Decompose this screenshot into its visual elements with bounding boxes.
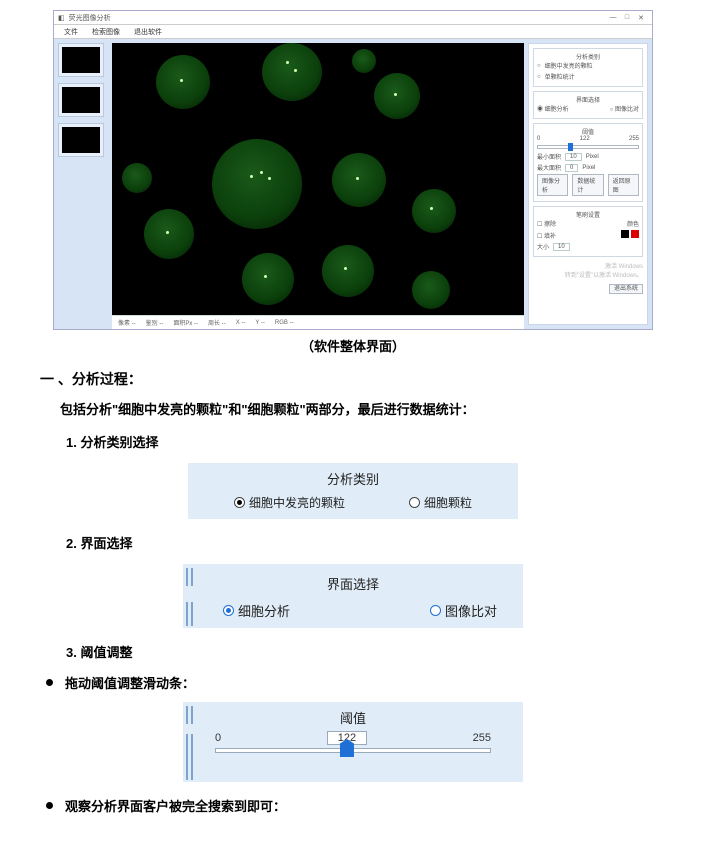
app-window: ◧ 荧光图像分析 — □ ✕ 文件 检索图像 退出软件 (53, 10, 653, 330)
radio-label: 细胞颗粒 (424, 494, 472, 511)
thresh-val: 122 (580, 136, 590, 142)
color-label: 颜色 (627, 219, 639, 228)
info-item: RGB -- (275, 320, 294, 326)
radio-icon (223, 605, 234, 616)
watermark: 激活 Windows 转到"设置"以激活 Windows。 (533, 261, 643, 279)
unit: Pixel (582, 165, 595, 171)
panel-analysis-type: 分析类别 细胞中发亮的颗粒 细胞颗粒 (188, 463, 518, 519)
scale-min: 0 (215, 732, 221, 744)
btn-stat[interactable]: 数据统计 (572, 174, 603, 196)
app-icon: ◧ (58, 14, 65, 22)
btn-back[interactable]: 返回原图 (608, 174, 639, 196)
sp-title: 笔刷设置 (537, 210, 639, 219)
info-item: 鉴别 -- (146, 318, 164, 327)
cell-image-view (112, 43, 524, 315)
lbl: 最大面积 (537, 163, 561, 172)
sp-threshold: 阈值 0122255 最小面积10Pixel 最大面积0Pixel 图像分析 数… (533, 123, 643, 202)
info-item: 面积Px -- (173, 318, 198, 327)
val: 10 (565, 153, 582, 161)
app-menubar: 文件 检索图像 退出软件 (54, 25, 652, 39)
panel-threshold: 阈值 0 122 255 (183, 702, 523, 782)
sp-title: 界面选择 (537, 95, 639, 104)
bullet-item: 观察分析界面客户被完全搜索到即可： (46, 796, 666, 815)
radio-label: 图像比对 (445, 601, 497, 620)
sp-title: 分析类别 (537, 52, 639, 61)
menu-find[interactable]: 检索图像 (92, 27, 120, 37)
bullet-text: 拖动阈值调整滑动条： (65, 673, 195, 692)
info-item: X -- (236, 320, 246, 326)
panel-accent-bars (186, 568, 196, 624)
size-val: 10 (553, 243, 570, 251)
radio-image-compare[interactable]: 图像比对 (430, 601, 497, 620)
scale-max: 255 (473, 732, 491, 744)
close-button[interactable]: ✕ (634, 14, 648, 22)
app-titlebar: ◧ 荧光图像分析 — □ ✕ (54, 11, 652, 25)
caption: （软件整体界面） (40, 336, 666, 355)
minimize-button[interactable]: — (606, 14, 620, 21)
scale-row: 0 122 255 (183, 727, 523, 745)
menu-file[interactable]: 文件 (64, 27, 78, 37)
lbl: 最小面积 (537, 152, 561, 161)
brush-erase[interactable]: 擦除 (544, 222, 556, 228)
step-heading: 2. 界面选择 (66, 533, 666, 552)
info-bar: 像素 -- 鉴别 -- 面积Px -- 周长 -- X -- Y -- RGB … (112, 315, 524, 329)
btn-exit[interactable]: 退出系统 (609, 284, 643, 294)
val: 0 (565, 164, 578, 172)
thumbnail[interactable] (58, 43, 104, 77)
unit: Pixel (586, 154, 599, 160)
color-black[interactable] (621, 230, 629, 238)
sp-opt[interactable]: 细胞分析 (545, 107, 569, 113)
section-para: 包括分析"细胞中发亮的颗粒"和"细胞颗粒"两部分，最后进行数据统计： (60, 399, 666, 418)
threshold-slider[interactable] (537, 145, 639, 149)
radio-icon (430, 605, 441, 616)
radio-bright-particles[interactable]: 细胞中发亮的颗粒 (234, 494, 345, 511)
side-panel: 分析类别 ○细胞中发亮的颗粒 ○单颗粒统计 界面选择 ◉ 细胞分析 ○ 图像比对… (528, 43, 648, 325)
sp-title: 阈值 (537, 127, 639, 136)
sp-opt[interactable]: 细胞中发亮的颗粒 (545, 61, 593, 70)
step-heading: 1. 分析类别选择 (66, 432, 666, 451)
radio-icon (409, 497, 420, 508)
sp-opt[interactable]: 图像比对 (615, 107, 639, 113)
threshold-slider[interactable] (215, 748, 491, 753)
sp-opt[interactable]: 单颗粒统计 (545, 72, 575, 81)
radio-cell-analysis[interactable]: 细胞分析 (223, 601, 290, 620)
panel-title: 分析类别 (188, 463, 518, 488)
info-item: Y -- (255, 320, 265, 326)
radio-icon (234, 497, 245, 508)
radio-label: 细胞中发亮的颗粒 (249, 494, 345, 511)
panel-title: 阈值 (183, 702, 523, 727)
panel-view-select: 界面选择 细胞分析 图像比对 (183, 564, 523, 628)
bullet-icon (46, 802, 53, 809)
color-red[interactable] (631, 230, 639, 238)
panel-accent-bars (186, 706, 196, 778)
radio-label: 细胞分析 (238, 601, 290, 620)
radio-cell-particles[interactable]: 细胞颗粒 (409, 494, 472, 511)
brush-fill[interactable]: 填补 (544, 234, 556, 240)
bullet-icon (46, 679, 53, 686)
menu-exit[interactable]: 退出软件 (134, 27, 162, 37)
info-item: 像素 -- (118, 318, 136, 327)
thumbnail-column (54, 39, 108, 329)
bullet-text: 观察分析界面客户被完全搜索到即可： (65, 796, 286, 815)
app-title: 荧光图像分析 (69, 13, 111, 23)
thumbnail[interactable] (58, 123, 104, 157)
sp-brush: 笔刷设置 ☐ 擦除 颜色 ☐ 填补 大小10 (533, 206, 643, 257)
maximize-button[interactable]: □ (620, 14, 634, 21)
btn-analyze[interactable]: 图像分析 (537, 174, 568, 196)
sp-view-select: 界面选择 ◉ 细胞分析 ○ 图像比对 (533, 91, 643, 119)
section-heading: 一 、分析过程： (40, 369, 666, 389)
info-item: 周长 -- (208, 318, 226, 327)
app-body: 像素 -- 鉴别 -- 面积Px -- 周长 -- X -- Y -- RGB … (54, 39, 652, 329)
sp-analysis-type: 分析类别 ○细胞中发亮的颗粒 ○单颗粒统计 (533, 48, 643, 87)
thumbnail[interactable] (58, 83, 104, 117)
center-column: 像素 -- 鉴别 -- 面积Px -- 周长 -- X -- Y -- RGB … (108, 39, 528, 329)
step-heading: 3. 阈值调整 (66, 642, 666, 661)
size-label: 大小 (537, 242, 549, 251)
bullet-item: 拖动阈值调整滑动条： (46, 673, 666, 692)
panel-title: 界面选择 (183, 564, 523, 593)
